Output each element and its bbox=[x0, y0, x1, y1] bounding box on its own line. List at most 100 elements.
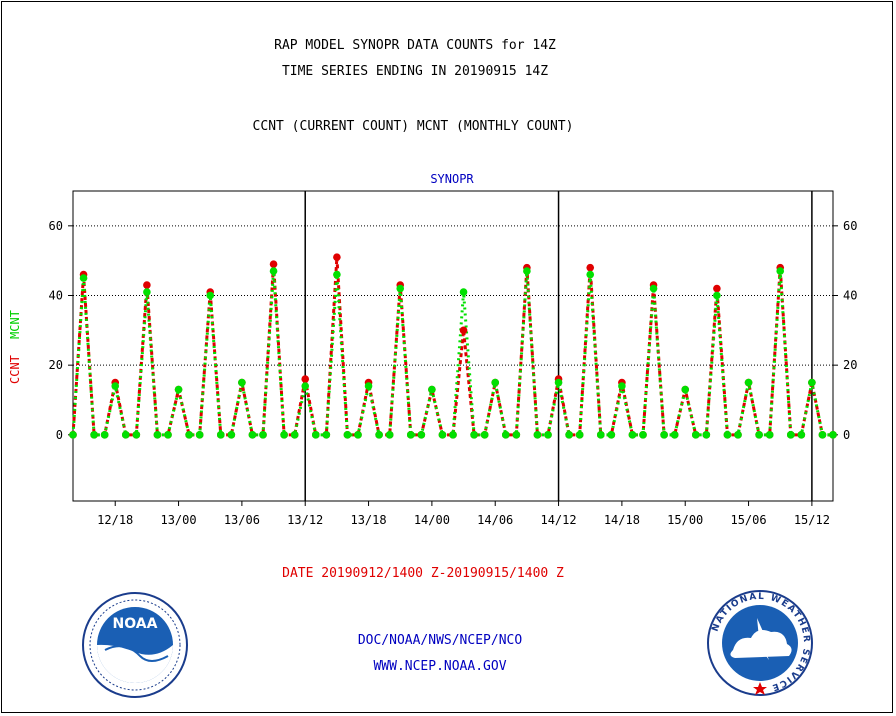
point-mcnt bbox=[734, 431, 742, 439]
series-layer bbox=[69, 253, 837, 439]
point-mcnt bbox=[649, 284, 658, 293]
point-mcnt bbox=[164, 431, 172, 439]
point-mcnt bbox=[575, 431, 584, 439]
point-mcnt bbox=[417, 431, 426, 439]
x-tick-label: 14/00 bbox=[414, 513, 450, 527]
point-mcnt bbox=[248, 431, 257, 439]
point-mcnt bbox=[121, 431, 130, 439]
date-range-label: DATE 20190912/1400 Z-20190915/1400 Z bbox=[282, 566, 564, 581]
point-mcnt bbox=[100, 431, 109, 439]
point-mcnt bbox=[153, 431, 162, 439]
point-mcnt bbox=[428, 385, 436, 394]
y-tick-label-right: 40 bbox=[843, 288, 857, 302]
point-mcnt bbox=[470, 431, 478, 439]
point-mcnt bbox=[301, 382, 310, 390]
y-tick-label-left: 20 bbox=[49, 358, 63, 372]
point-mcnt bbox=[111, 382, 120, 390]
x-tick-label: 15/00 bbox=[667, 513, 703, 527]
title-line-1: RAP MODEL SYNOPR DATA COUNTS for 14Z bbox=[274, 38, 556, 53]
y-tick-label-right: 20 bbox=[843, 358, 857, 372]
point-mcnt bbox=[438, 431, 447, 439]
point-mcnt bbox=[491, 378, 500, 387]
point-mcnt bbox=[501, 431, 510, 439]
y-ticks-right: 0 20 40 60 bbox=[833, 219, 857, 442]
point-mcnt bbox=[723, 431, 732, 439]
point-mcnt bbox=[818, 431, 827, 439]
y-tick-label-left: 0 bbox=[56, 428, 63, 442]
noaa-logo-text: NOAA bbox=[113, 616, 158, 632]
point-mcnt bbox=[776, 267, 785, 275]
x-tick-label: 13/18 bbox=[350, 513, 386, 527]
point-mcnt bbox=[586, 270, 595, 279]
point-mcnt bbox=[280, 431, 288, 439]
x-tick-label: 15/12 bbox=[794, 513, 830, 527]
grid-layer bbox=[73, 225, 833, 366]
x-tick-label: 13/12 bbox=[287, 513, 323, 527]
x-tick-label: 13/00 bbox=[160, 513, 196, 527]
point-mcnt bbox=[480, 431, 489, 439]
point-mcnt bbox=[174, 385, 183, 394]
point-mcnt bbox=[449, 431, 457, 439]
point-mcnt bbox=[143, 288, 151, 296]
point-mcnt bbox=[459, 288, 468, 296]
point-mcnt bbox=[375, 431, 383, 439]
point-mcnt bbox=[713, 291, 721, 300]
x-tick-label: 14/06 bbox=[477, 513, 513, 527]
point-mcnt bbox=[90, 431, 98, 439]
point-mcnt bbox=[290, 431, 299, 439]
x-ticks: 12/18 13/00 13/06 13/12 13/18 14/00 14/06 14/12… bbox=[97, 501, 830, 527]
y-axis-label: CCNT MCNT bbox=[8, 310, 22, 384]
point-mcnt bbox=[681, 385, 690, 394]
day-dividers bbox=[304, 191, 813, 501]
point-ccnt bbox=[586, 263, 595, 272]
point-mcnt bbox=[385, 431, 394, 439]
point-mcnt bbox=[132, 431, 141, 439]
point-mcnt bbox=[269, 267, 278, 275]
x-tick-label: 14/18 bbox=[604, 513, 640, 527]
point-mcnt bbox=[322, 431, 331, 439]
title-line-3: CCNT (CURRENT COUNT) MCNT (MONTHLY COUNT… bbox=[252, 119, 574, 134]
point-mcnt bbox=[311, 431, 320, 439]
nws-star-icon bbox=[753, 682, 767, 695]
y-axis-label-mcnt: MCNT bbox=[8, 310, 22, 339]
point-mcnt bbox=[544, 431, 552, 439]
point-mcnt bbox=[786, 431, 795, 439]
point-mcnt bbox=[259, 431, 267, 439]
point-mcnt bbox=[185, 431, 193, 439]
point-mcnt bbox=[533, 431, 542, 439]
point-mcnt bbox=[618, 382, 626, 390]
point-mcnt bbox=[660, 431, 668, 439]
nws-logo: NATIONAL WEATHER SERVICE bbox=[707, 590, 813, 696]
y-tick-label-right: 0 bbox=[843, 428, 850, 442]
point-mcnt bbox=[755, 431, 763, 439]
point-mcnt bbox=[206, 291, 215, 300]
org-label: DOC/NOAA/NWS/NCEP/NCO bbox=[357, 633, 523, 648]
point-mcnt bbox=[195, 431, 204, 439]
point-mcnt bbox=[691, 431, 700, 439]
y-ticks-left: 0 20 40 60 bbox=[49, 219, 73, 442]
url-link[interactable]: WWW.NCEP.NOAA.GOV bbox=[373, 659, 507, 674]
point-mcnt bbox=[554, 378, 563, 387]
series-line-ccnt bbox=[71, 257, 833, 437]
point-mcnt bbox=[523, 267, 531, 275]
point-ccnt bbox=[269, 260, 278, 268]
x-tick-label: 13/06 bbox=[224, 513, 260, 527]
point-mcnt bbox=[79, 274, 88, 282]
point-mcnt bbox=[333, 270, 341, 279]
point-mcnt bbox=[765, 431, 774, 439]
noaa-logo: NOAA bbox=[82, 592, 188, 698]
point-mcnt bbox=[69, 431, 77, 439]
point-ccnt bbox=[333, 253, 341, 261]
point-mcnt bbox=[607, 431, 616, 439]
point-mcnt bbox=[808, 378, 816, 387]
x-tick-label: 12/18 bbox=[97, 513, 133, 527]
y-axis-label-ccnt: CCNT bbox=[8, 355, 22, 384]
point-mcnt bbox=[702, 431, 711, 439]
x-tick-label: 15/06 bbox=[730, 513, 766, 527]
point-mcnt bbox=[227, 431, 236, 439]
y-tick-label-left: 60 bbox=[49, 219, 63, 233]
point-ccnt bbox=[713, 284, 721, 293]
point-mcnt bbox=[596, 431, 605, 439]
point-mcnt bbox=[628, 431, 637, 439]
